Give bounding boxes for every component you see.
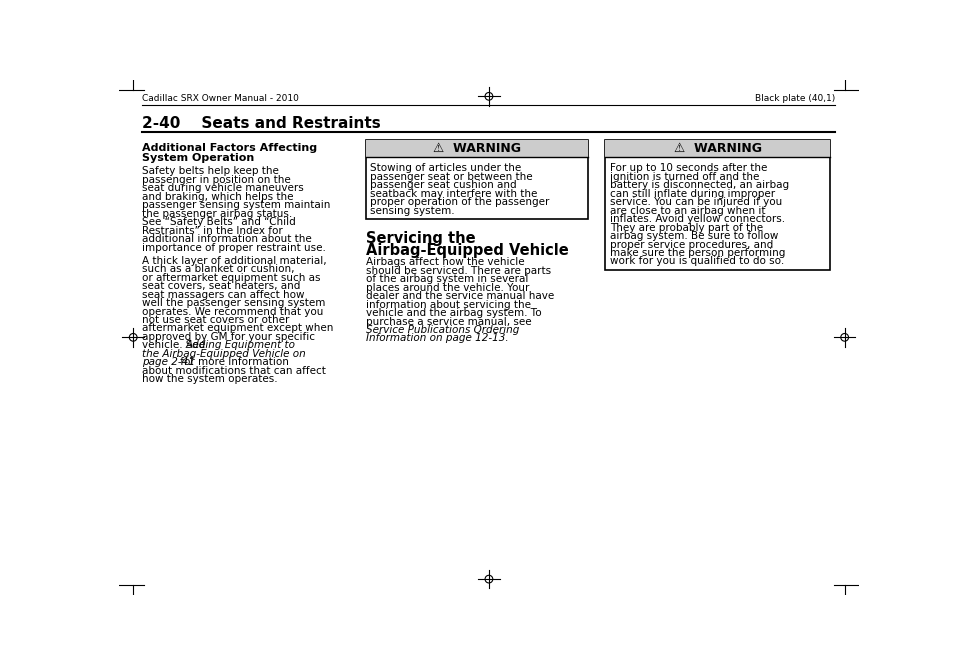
Text: vehicle. See: vehicle. See	[142, 341, 209, 351]
Text: aftermarket equipment except when: aftermarket equipment except when	[142, 323, 334, 333]
Text: ignition is turned off and the: ignition is turned off and the	[609, 172, 759, 182]
Text: Servicing the: Servicing the	[365, 231, 475, 246]
Text: battery is disconnected, an airbag: battery is disconnected, an airbag	[609, 180, 788, 190]
Text: inflates. Avoid yellow connectors.: inflates. Avoid yellow connectors.	[609, 214, 784, 224]
Text: ⚠  WARNING: ⚠ WARNING	[673, 142, 760, 155]
Text: such as a blanket or cushion,: such as a blanket or cushion,	[142, 264, 294, 274]
Text: are close to an airbag when it: are close to an airbag when it	[609, 206, 764, 216]
Text: information about servicing the: information about servicing the	[365, 300, 530, 309]
Bar	[365, 140, 587, 157]
Text: the Airbag-Equipped Vehicle on: the Airbag-Equipped Vehicle on	[142, 349, 306, 359]
Text: Information on page 12-13.: Information on page 12-13.	[365, 333, 508, 343]
Text: passenger sensing system maintain: passenger sensing system maintain	[142, 200, 331, 210]
Text: 2-40    Seats and Restraints: 2-40 Seats and Restraints	[142, 116, 381, 130]
Text: Restraints” in the Index for: Restraints” in the Index for	[142, 226, 283, 236]
Text: Stowing of articles under the: Stowing of articles under the	[370, 163, 521, 173]
Text: A thick layer of additional material,: A thick layer of additional material,	[142, 256, 327, 266]
Text: of the airbag system in several: of the airbag system in several	[365, 274, 528, 284]
Bar	[604, 140, 829, 157]
Text: page 2-41: page 2-41	[142, 357, 195, 367]
Text: See “Safety Belts” and “Child: See “Safety Belts” and “Child	[142, 217, 296, 227]
Text: proper operation of the passenger: proper operation of the passenger	[370, 197, 549, 207]
Text: work for you is qualified to do so.: work for you is qualified to do so.	[609, 257, 783, 267]
Text: well the passenger sensing system: well the passenger sensing system	[142, 298, 326, 308]
Text: Cadillac SRX Owner Manual - 2010: Cadillac SRX Owner Manual - 2010	[142, 94, 299, 103]
Text: Airbag-Equipped Vehicle: Airbag-Equipped Vehicle	[365, 242, 568, 258]
Text: or aftermarket equipment such as: or aftermarket equipment such as	[142, 273, 320, 283]
Text: proper service procedures, and: proper service procedures, and	[609, 240, 772, 250]
Text: sensing system.: sensing system.	[370, 206, 455, 216]
Text: passenger seat or between the: passenger seat or between the	[370, 172, 533, 182]
Text: approved by GM for your specific: approved by GM for your specific	[142, 332, 315, 342]
Text: seatback may interfere with the: seatback may interfere with the	[370, 189, 537, 199]
Text: importance of proper restraint use.: importance of proper restraint use.	[142, 242, 326, 253]
Text: Additional Factors Affecting: Additional Factors Affecting	[142, 144, 317, 153]
Bar	[365, 140, 587, 218]
Text: Service Publications Ordering: Service Publications Ordering	[365, 325, 518, 335]
Text: the passenger airbag status.: the passenger airbag status.	[142, 208, 293, 218]
Text: make sure the person performing: make sure the person performing	[609, 248, 784, 258]
Text: Adding Equipment to: Adding Equipment to	[186, 341, 295, 351]
Text: should be serviced. There are parts: should be serviced. There are parts	[365, 266, 550, 276]
Text: additional information about the: additional information about the	[142, 234, 312, 244]
Text: vehicle and the airbag system. To: vehicle and the airbag system. To	[365, 308, 540, 318]
Text: For up to 10 seconds after the: For up to 10 seconds after the	[609, 163, 766, 173]
Text: not use seat covers or other: not use seat covers or other	[142, 315, 290, 325]
Text: ⚠  WARNING: ⚠ WARNING	[433, 142, 520, 155]
Text: airbag system. Be sure to follow: airbag system. Be sure to follow	[609, 231, 778, 241]
Text: seat during vehicle maneuvers: seat during vehicle maneuvers	[142, 183, 304, 193]
Text: Safety belts help keep the: Safety belts help keep the	[142, 166, 279, 176]
Text: purchase a service manual, see: purchase a service manual, see	[365, 317, 531, 327]
Text: and braking, which helps the: and braking, which helps the	[142, 192, 294, 202]
Text: how the system operates.: how the system operates.	[142, 374, 278, 384]
Text: dealer and the service manual have: dealer and the service manual have	[365, 291, 554, 301]
Text: for more information: for more information	[176, 357, 288, 367]
Text: about modifications that can affect: about modifications that can affect	[142, 366, 326, 376]
Text: Airbags affect how the vehicle: Airbags affect how the vehicle	[365, 257, 524, 267]
Text: They are probably part of the: They are probably part of the	[609, 222, 762, 232]
Text: passenger seat cushion and: passenger seat cushion and	[370, 180, 517, 190]
Text: places around the vehicle. Your: places around the vehicle. Your	[365, 283, 529, 293]
Text: operates. We recommend that you: operates. We recommend that you	[142, 307, 323, 317]
Text: Black plate (40,1): Black plate (40,1)	[755, 94, 835, 103]
Text: can still inflate during improper: can still inflate during improper	[609, 189, 774, 199]
Text: System Operation: System Operation	[142, 152, 254, 162]
Text: seat massagers can affect how: seat massagers can affect how	[142, 290, 305, 300]
Text: service. You can be injured if you: service. You can be injured if you	[609, 197, 781, 207]
Text: seat covers, seat heaters, and: seat covers, seat heaters, and	[142, 281, 300, 291]
Bar	[604, 140, 829, 270]
Text: passenger in position on the: passenger in position on the	[142, 175, 291, 185]
